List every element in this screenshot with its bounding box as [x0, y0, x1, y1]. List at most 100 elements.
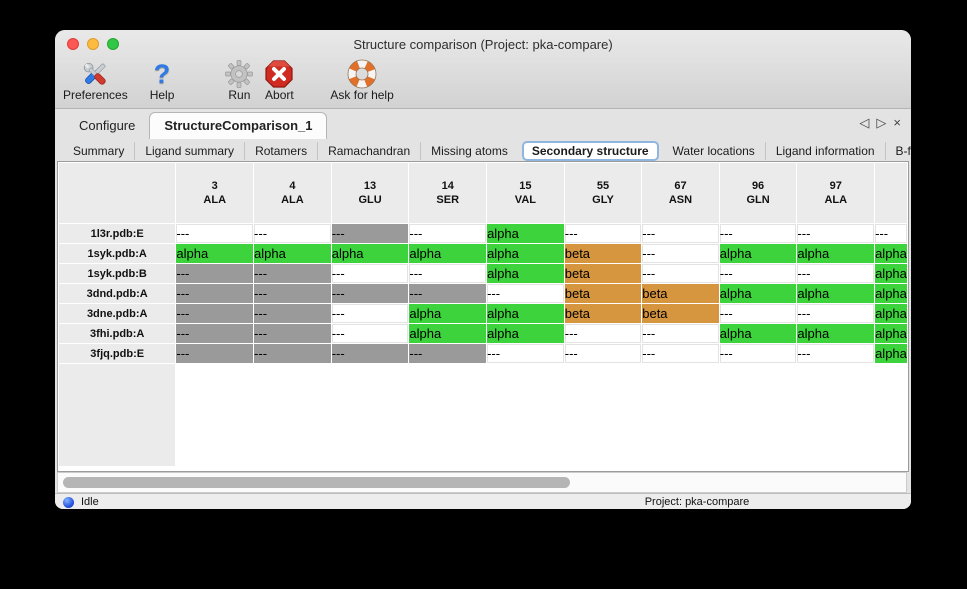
tab-scroll-right-icon[interactable]: ▷ [876, 115, 887, 130]
tab-close-icon[interactable]: × [893, 115, 901, 130]
cell[interactable]: alpha [719, 244, 797, 263]
tab-configure[interactable]: Configure [79, 118, 136, 133]
cell[interactable]: --- [254, 284, 331, 303]
subtab-secondary-structure[interactable]: Secondary structure [521, 140, 659, 161]
cell[interactable]: --- [331, 344, 409, 363]
subtab-water-locations[interactable]: Water locations [672, 143, 755, 158]
cell[interactable]: --- [642, 324, 719, 343]
toolbar-button-abort[interactable]: Abort [264, 58, 294, 102]
row-label-1syk-pdb-a[interactable]: 1syk.pdb:A [59, 244, 176, 263]
cell[interactable]: beta [564, 264, 642, 283]
cell[interactable]: --- [331, 284, 409, 303]
cell[interactable]: --- [719, 264, 797, 283]
cell[interactable]: --- [564, 344, 642, 363]
cell[interactable]: --- [797, 344, 875, 363]
cell[interactable]: --- [719, 344, 797, 363]
toolbar-button-ask-for-help[interactable]: Ask for help [330, 58, 394, 102]
cell[interactable]: alpha [875, 344, 907, 363]
cell[interactable]: --- [409, 344, 487, 363]
cell[interactable]: --- [176, 304, 254, 323]
cell[interactable]: --- [254, 344, 331, 363]
tab-structurecomparison-1[interactable]: StructureComparison_1 [149, 112, 328, 139]
cell[interactable]: --- [797, 224, 875, 243]
cell[interactable]: alpha [875, 324, 907, 343]
cell[interactable]: alpha [409, 324, 487, 343]
cell[interactable]: --- [487, 344, 564, 363]
toolbar-button-run[interactable]: Run [224, 58, 254, 102]
cell[interactable]: --- [487, 284, 564, 303]
horizontal-scrollbar[interactable] [57, 472, 907, 493]
subtab-rotamers[interactable]: Rotamers [244, 141, 317, 160]
cell[interactable]: alpha [719, 324, 797, 343]
cell[interactable]: alpha [487, 224, 564, 243]
row-label-1syk-pdb-b[interactable]: 1syk.pdb:B [59, 264, 176, 283]
cell[interactable]: alpha [719, 284, 797, 303]
cell[interactable]: --- [719, 224, 797, 243]
cell[interactable]: --- [176, 344, 254, 363]
cell[interactable]: --- [642, 224, 719, 243]
cell[interactable]: --- [331, 224, 409, 243]
subtab-summary[interactable]: Summary [73, 143, 125, 158]
cell[interactable]: alpha [875, 264, 907, 283]
close-window-button[interactable] [67, 38, 79, 50]
row-label-3fhi-pdb-a[interactable]: 3fhi.pdb:A [59, 324, 176, 343]
cell[interactable]: --- [331, 324, 409, 343]
cell[interactable]: alpha [875, 304, 907, 323]
cell[interactable]: --- [564, 224, 642, 243]
subtab-missing-atoms[interactable]: Missing atoms [420, 141, 518, 160]
cell[interactable]: --- [719, 304, 797, 323]
cell[interactable]: --- [564, 324, 642, 343]
subtab-ligand-information[interactable]: Ligand information [764, 141, 885, 160]
cell[interactable]: --- [254, 324, 331, 343]
cell[interactable]: alpha [487, 324, 564, 343]
cell[interactable]: --- [409, 264, 487, 283]
toolbar-button-preferences[interactable]: Preferences [63, 58, 128, 102]
cell[interactable]: alpha [331, 244, 409, 263]
cell[interactable]: --- [797, 304, 875, 323]
cell[interactable]: --- [409, 284, 487, 303]
cell[interactable]: alpha [409, 304, 487, 323]
row-label-3dne-pdb-a[interactable]: 3dne.pdb:A [59, 304, 176, 323]
subtab-ligand-summary[interactable]: Ligand summary [134, 141, 244, 160]
cell[interactable]: --- [331, 304, 409, 323]
cell[interactable]: --- [331, 264, 409, 283]
horizontal-scrollbar-thumb[interactable] [63, 477, 570, 488]
cell[interactable]: alpha [254, 244, 331, 263]
cell[interactable]: --- [176, 284, 254, 303]
cell[interactable]: alpha [487, 244, 564, 263]
minimize-window-button[interactable] [87, 38, 99, 50]
cell[interactable]: alpha [875, 244, 907, 263]
zoom-window-button[interactable] [107, 38, 119, 50]
cell[interactable]: --- [254, 224, 331, 243]
cell[interactable]: beta [564, 284, 642, 303]
row-label-1l3r-pdb-e[interactable]: 1l3r.pdb:E [59, 224, 176, 243]
row-label-3dnd-pdb-a[interactable]: 3dnd.pdb:A [59, 284, 176, 303]
cell[interactable]: alpha [797, 244, 875, 263]
cell[interactable]: alpha [487, 304, 564, 323]
subtab-ramachandran[interactable]: Ramachandran [317, 141, 420, 160]
cell[interactable]: --- [176, 324, 254, 343]
cell[interactable]: --- [176, 264, 254, 283]
toolbar-button-help[interactable]: ? Help [150, 58, 175, 102]
row-label-3fjq-pdb-e[interactable]: 3fjq.pdb:E [59, 344, 176, 363]
cell[interactable]: --- [254, 264, 331, 283]
cell[interactable]: --- [642, 344, 719, 363]
cell[interactable]: beta [642, 284, 719, 303]
cell[interactable]: alpha [797, 284, 875, 303]
cell[interactable]: alpha [487, 264, 564, 283]
cell[interactable]: beta [642, 304, 719, 323]
cell[interactable]: --- [409, 224, 487, 243]
cell[interactable]: --- [642, 244, 719, 263]
cell[interactable]: --- [875, 224, 907, 243]
cell[interactable]: --- [176, 224, 254, 243]
cell[interactable]: --- [254, 304, 331, 323]
cell[interactable]: beta [564, 244, 642, 263]
cell[interactable]: alpha [797, 324, 875, 343]
cell[interactable]: beta [564, 304, 642, 323]
subtab-b-factors[interactable]: B-factors [884, 141, 911, 160]
cell[interactable]: --- [642, 264, 719, 283]
cell[interactable]: alpha [176, 244, 254, 263]
tab-scroll-left-icon[interactable]: ◁ [859, 115, 870, 130]
cell[interactable]: --- [797, 264, 875, 283]
cell[interactable]: alpha [875, 284, 907, 303]
